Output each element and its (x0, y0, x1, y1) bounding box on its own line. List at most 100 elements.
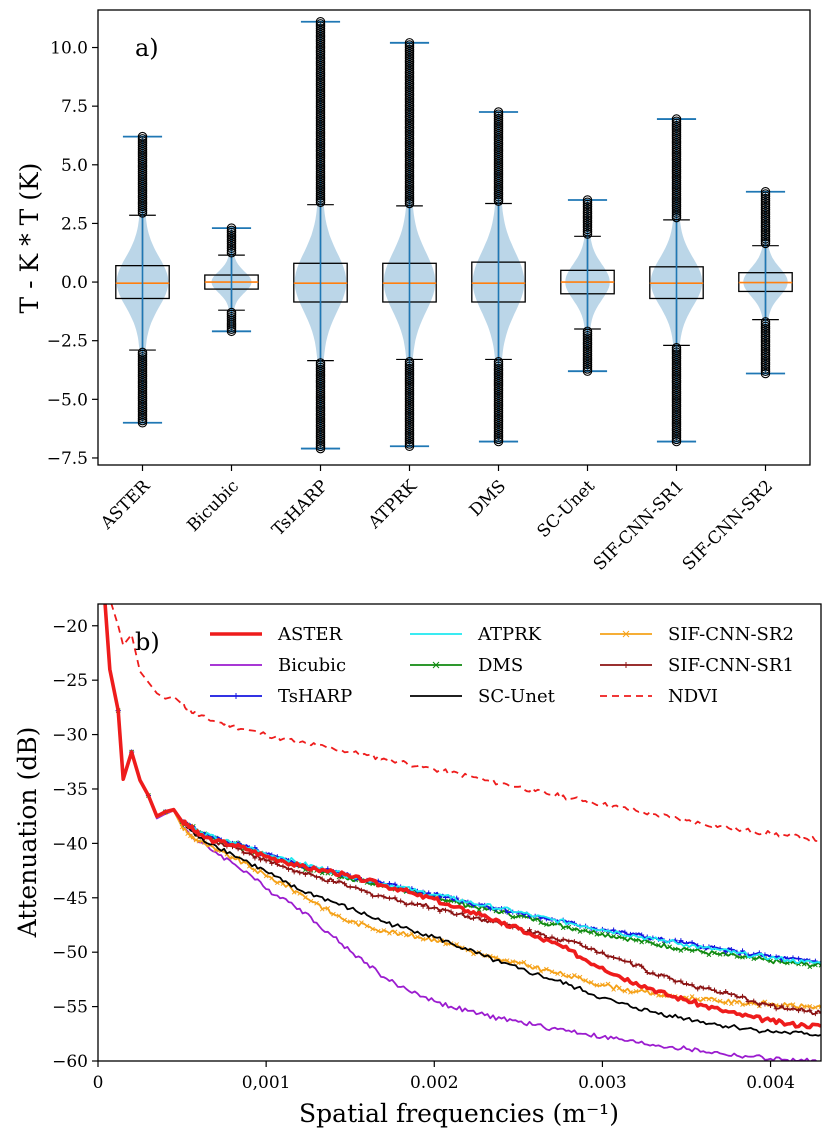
marker (577, 940, 583, 946)
outlier-points (493, 357, 504, 447)
outlier (760, 218, 771, 228)
marker (398, 898, 404, 904)
outlier (226, 225, 237, 236)
legend-label: ASTER (277, 624, 342, 645)
marker (588, 980, 594, 985)
outlier-points (315, 16, 326, 208)
marker (706, 985, 712, 991)
marker (375, 893, 381, 899)
a-xtick-label: DMS (466, 476, 510, 520)
marker (779, 1003, 785, 1009)
outlier (760, 321, 771, 332)
a-ytick-label: 7.5 (61, 97, 88, 117)
marker (353, 884, 359, 890)
marker (633, 989, 639, 994)
marker (325, 905, 331, 911)
marker (370, 926, 375, 932)
violin-sif-cnn-sr1 (649, 114, 704, 447)
marker (812, 1011, 818, 1017)
outlier (493, 436, 504, 447)
marker (420, 903, 426, 909)
b-xtick-label: 0.002 (410, 1073, 459, 1093)
outlier-points (582, 195, 593, 239)
outlier-points (226, 223, 237, 258)
marker (689, 948, 695, 953)
marker (801, 1004, 807, 1009)
marker (717, 998, 723, 1004)
marker (392, 929, 398, 935)
marker (740, 954, 745, 960)
outlier (760, 204, 771, 215)
a-xtick-label: SIF-CNN-SR1 (590, 476, 688, 574)
marker (700, 985, 706, 991)
series-line-atprk (104, 604, 821, 964)
b-ytick-label: −60 (52, 1052, 88, 1072)
marker (801, 1008, 807, 1014)
legend-label: SIF-CNN-SR1 (668, 655, 794, 676)
marker (712, 997, 717, 1002)
marker (588, 946, 594, 952)
marker (375, 928, 381, 934)
outlier (760, 350, 771, 361)
marker (672, 979, 678, 985)
outlier (760, 236, 771, 246)
outlier (760, 231, 771, 242)
outlier (582, 208, 593, 219)
marker (426, 905, 432, 911)
series-line-aster (103, 604, 821, 1030)
marker (414, 901, 420, 907)
marker (370, 893, 376, 899)
outlier (582, 366, 593, 376)
outlier (760, 238, 771, 249)
marker (196, 838, 202, 844)
outlier (760, 341, 771, 352)
marker (661, 973, 667, 979)
marker (807, 964, 813, 970)
outlier (582, 211, 593, 221)
outlier-points (493, 107, 504, 206)
marker (566, 924, 572, 930)
outlier (137, 131, 148, 142)
outlier (760, 227, 771, 237)
legend-label: NDVI (668, 686, 718, 707)
a-xtick-label: SIF-CNN-SR2 (679, 476, 777, 574)
marker (103, 597, 107, 601)
marker (258, 857, 264, 863)
marker (549, 969, 555, 975)
marker (650, 941, 656, 946)
marker (403, 902, 409, 908)
legend-label: SIF-CNN-SR2 (668, 624, 794, 645)
marker (678, 938, 684, 944)
a-xtick-label: SC-Unet (534, 476, 600, 542)
marker (728, 1001, 734, 1007)
marker (330, 878, 336, 884)
panel-b-x-axis-label: Spatial frequencies (m⁻¹) (299, 1099, 619, 1128)
marker (672, 946, 678, 952)
marker (572, 926, 577, 932)
outlier (226, 232, 237, 242)
outlier (760, 200, 771, 210)
outlier (226, 326, 237, 337)
marker (102, 596, 107, 601)
marker (818, 1004, 821, 1009)
outlier (582, 206, 593, 217)
b-xtick-label: 0.004 (746, 1073, 795, 1093)
marker (364, 889, 370, 895)
marker (695, 986, 701, 992)
legend-marker (622, 630, 630, 638)
b-ytick-label: −45 (52, 889, 88, 909)
marker (616, 956, 622, 962)
outlier-points (671, 342, 682, 447)
marker (583, 928, 588, 933)
marker (728, 947, 734, 953)
marker (325, 878, 331, 884)
marker (683, 981, 689, 987)
legend-item-sc-unet: SC-Unet (410, 686, 556, 707)
a-xtick-label: TsHARP (268, 476, 332, 540)
outlier (582, 199, 593, 210)
marker (465, 913, 471, 919)
outlier (760, 366, 771, 377)
violin-sif-cnn-sr2 (738, 187, 793, 379)
outlier (582, 220, 593, 230)
violin-bicubic (204, 223, 259, 337)
